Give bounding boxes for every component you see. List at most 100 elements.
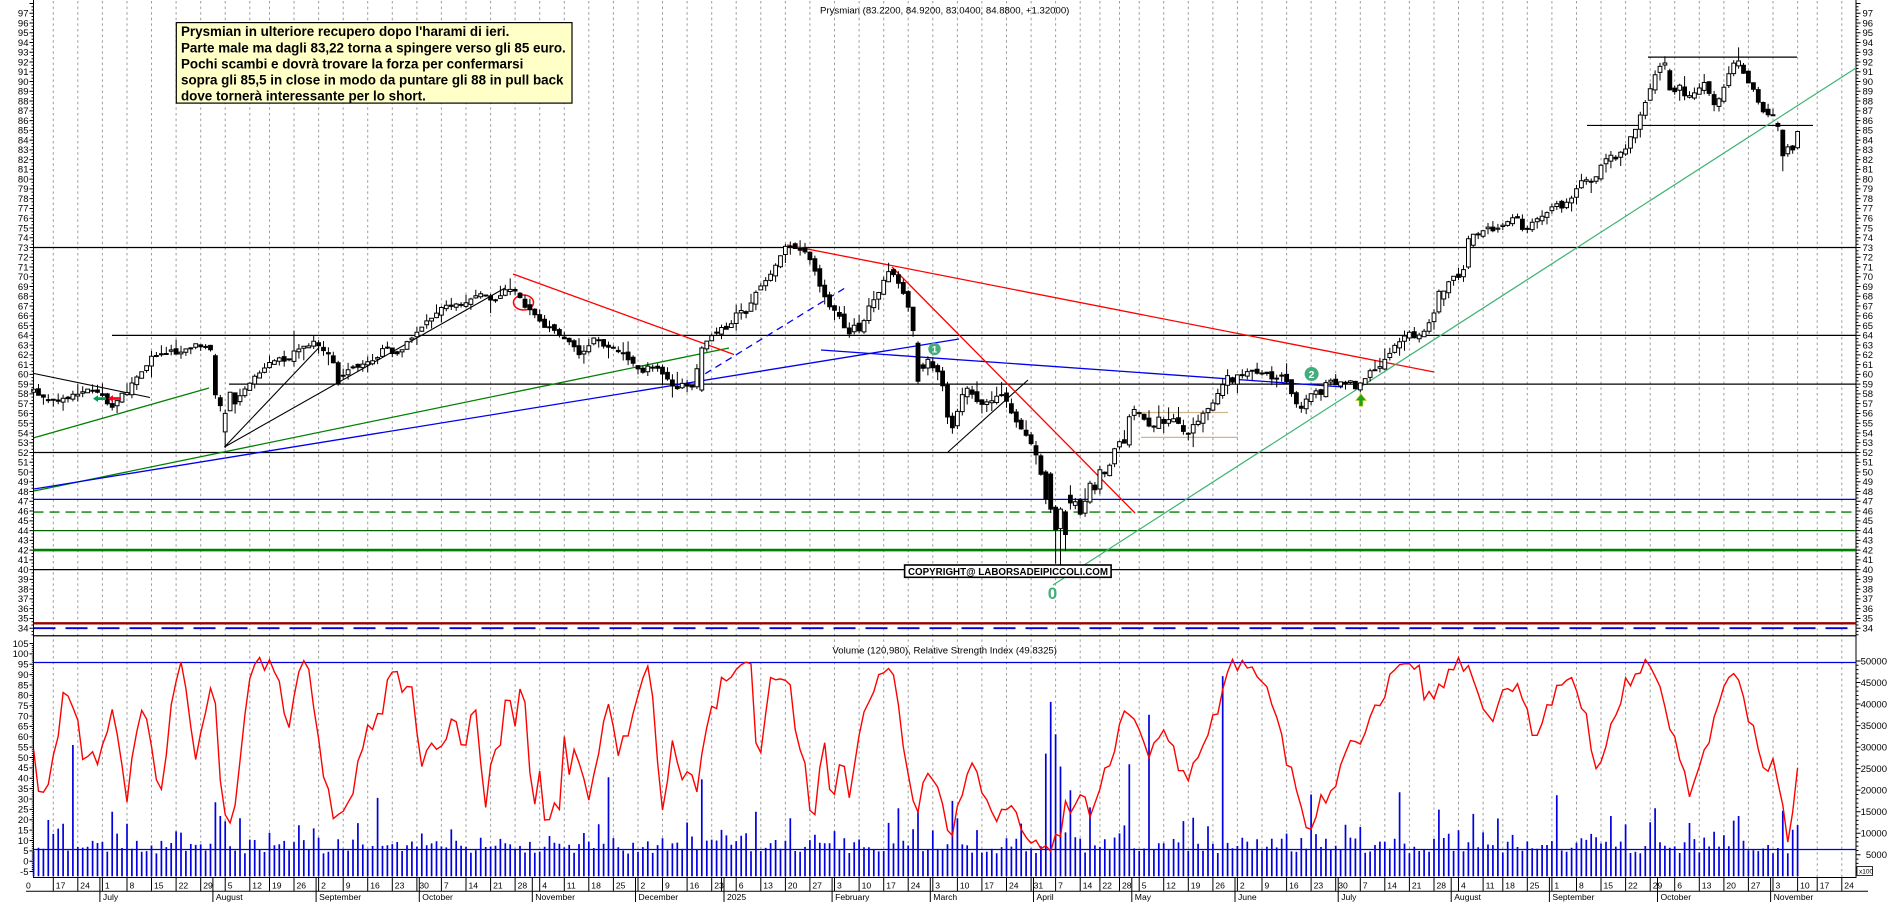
svg-text:4: 4 (1461, 881, 1466, 891)
svg-text:2: 2 (321, 881, 326, 891)
svg-text:0: 0 (23, 857, 28, 868)
svg-text:20: 20 (18, 815, 29, 826)
svg-text:31: 31 (1034, 881, 1044, 891)
svg-text:70: 70 (18, 272, 29, 283)
svg-text:89: 89 (18, 87, 29, 98)
svg-text:72: 72 (1863, 253, 1874, 264)
svg-text:47: 47 (1863, 497, 1874, 508)
svg-text:94: 94 (18, 38, 29, 49)
svg-text:44: 44 (18, 526, 29, 537)
svg-text:40: 40 (1863, 565, 1874, 576)
svg-text:2025: 2025 (727, 892, 746, 902)
svg-text:24: 24 (911, 881, 921, 891)
svg-text:76: 76 (18, 214, 29, 225)
svg-text:17: 17 (1820, 881, 1830, 891)
svg-text:71: 71 (18, 262, 29, 273)
svg-text:November: November (535, 892, 575, 902)
svg-text:50: 50 (18, 753, 29, 764)
svg-text:8: 8 (130, 881, 135, 891)
svg-text:45: 45 (18, 516, 29, 527)
svg-text:38: 38 (18, 584, 29, 595)
svg-text:55: 55 (18, 419, 29, 430)
svg-text:67: 67 (1863, 301, 1874, 312)
svg-text:80: 80 (18, 174, 29, 185)
svg-text:57: 57 (18, 399, 29, 410)
svg-text:4: 4 (542, 881, 547, 891)
svg-text:48: 48 (1863, 487, 1874, 498)
svg-text:97: 97 (1863, 9, 1874, 20)
svg-text:97: 97 (18, 9, 29, 20)
svg-text:15: 15 (18, 825, 29, 836)
svg-text:81: 81 (18, 165, 29, 176)
svg-text:77: 77 (1863, 204, 1874, 215)
svg-text:58: 58 (18, 389, 29, 400)
svg-text:9: 9 (665, 881, 670, 891)
svg-text:3: 3 (1776, 881, 1781, 891)
svg-text:85: 85 (18, 680, 29, 691)
svg-text:55: 55 (1863, 419, 1874, 430)
svg-text:20: 20 (788, 881, 798, 891)
svg-text:5: 5 (228, 881, 233, 891)
svg-text:46: 46 (18, 506, 29, 517)
svg-text:59: 59 (1863, 379, 1874, 390)
svg-text:15000: 15000 (1861, 807, 1887, 818)
svg-text:80: 80 (1863, 174, 1874, 185)
svg-text:0: 0 (26, 881, 31, 891)
svg-text:71: 71 (1863, 262, 1874, 273)
svg-text:93: 93 (1863, 48, 1874, 59)
svg-text:77: 77 (18, 204, 29, 215)
svg-text:x100: x100 (1859, 869, 1873, 876)
svg-text:dove tornerà interessante per: dove tornerà interessante per lo short. (181, 89, 426, 104)
svg-text:25: 25 (616, 881, 626, 891)
svg-text:COPYRIGHT@ LABORSADEIPICCOLI.C: COPYRIGHT@ LABORSADEIPICCOLI.COM (908, 567, 1108, 578)
svg-text:29: 29 (203, 881, 213, 891)
svg-text:76: 76 (1863, 214, 1874, 225)
svg-text:43: 43 (18, 536, 29, 547)
svg-text:July: July (1341, 892, 1357, 902)
svg-text:57: 57 (1863, 399, 1874, 410)
svg-text:14: 14 (1083, 881, 1093, 891)
svg-text:88: 88 (18, 96, 29, 107)
svg-text:51: 51 (1863, 458, 1874, 469)
svg-text:1: 1 (932, 344, 938, 355)
svg-text:85: 85 (1863, 126, 1874, 137)
svg-text:36: 36 (1863, 604, 1874, 615)
svg-text:65: 65 (18, 321, 29, 332)
svg-text:Pochi scambi e dovrà trovare l: Pochi scambi e dovrà trovare la forza pe… (181, 56, 523, 71)
svg-text:6: 6 (1677, 881, 1682, 891)
svg-text:62: 62 (1863, 350, 1874, 361)
svg-text:12: 12 (252, 881, 262, 891)
svg-text:3: 3 (935, 881, 940, 891)
svg-text:22: 22 (1102, 881, 1112, 891)
svg-text:18: 18 (1505, 881, 1515, 891)
svg-text:79: 79 (18, 184, 29, 195)
svg-text:6: 6 (739, 881, 744, 891)
svg-text:55: 55 (18, 742, 29, 753)
svg-text:16: 16 (370, 881, 380, 891)
svg-text:35000: 35000 (1861, 721, 1887, 732)
svg-text:50: 50 (1863, 467, 1874, 478)
svg-text:20: 20 (1726, 881, 1736, 891)
svg-text:48: 48 (18, 487, 29, 498)
svg-text:30: 30 (1338, 881, 1348, 891)
svg-text:24: 24 (1009, 881, 1019, 891)
svg-text:83: 83 (1863, 145, 1874, 156)
svg-text:25: 25 (1530, 881, 1540, 891)
svg-text:50: 50 (18, 467, 29, 478)
svg-text:54: 54 (18, 428, 29, 439)
svg-text:45000: 45000 (1861, 678, 1887, 689)
svg-text:84: 84 (18, 135, 29, 146)
svg-text:22: 22 (1628, 881, 1638, 891)
svg-text:69: 69 (18, 282, 29, 293)
svg-text:7: 7 (1058, 881, 1063, 891)
svg-text:26: 26 (297, 881, 307, 891)
svg-text:8: 8 (1579, 881, 1584, 891)
svg-text:61: 61 (1863, 360, 1874, 371)
svg-text:82: 82 (1863, 155, 1874, 166)
svg-text:13: 13 (763, 881, 773, 891)
svg-text:34: 34 (1863, 624, 1874, 635)
svg-text:37: 37 (18, 594, 29, 605)
svg-text:68: 68 (18, 292, 29, 303)
svg-text:November: November (1774, 892, 1814, 902)
svg-text:90: 90 (18, 670, 29, 681)
